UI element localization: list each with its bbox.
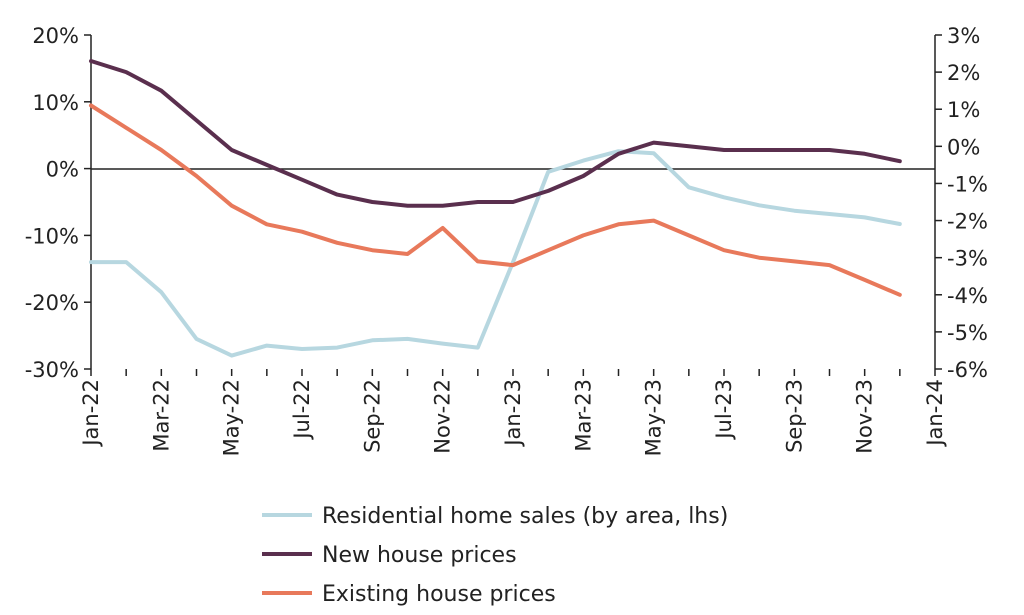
legend-label-2: Existing house prices — [322, 582, 556, 607]
right-y-tick-label: 3% — [947, 24, 980, 48]
left-y-tick-label: 0% — [46, 158, 79, 182]
right-y-tick-label: 2% — [947, 61, 980, 85]
left-y-tick-label: -10% — [25, 224, 79, 248]
x-tick-label: Nov-23 — [853, 379, 877, 454]
x-tick-label: Mar-22 — [149, 379, 173, 452]
right-y-tick-label: -3% — [947, 247, 988, 271]
right-y-tick-label: -5% — [947, 321, 988, 345]
x-tick-label: Jul-23 — [712, 379, 736, 441]
x-tick-label: May-22 — [220, 379, 244, 456]
right-y-tick-label: -1% — [947, 172, 988, 196]
series-line-0 — [89, 149, 902, 358]
left-y-tick-label: -20% — [25, 291, 79, 315]
x-tick-label: May-23 — [642, 379, 666, 456]
x-tick-label: Jul-22 — [290, 379, 314, 441]
legend-label-0: Residential home sales (by area, lhs) — [322, 504, 728, 529]
series-lines — [89, 59, 902, 358]
series-line-1 — [89, 59, 902, 208]
axes: 20% 10% 0% -10% -20% -30% 3% 2% 1% 0% -1% -2% -3% -4%… — [25, 24, 988, 456]
right-y-tick-label: -2% — [947, 210, 988, 234]
x-tick-label: Jan-24 — [923, 379, 947, 448]
x-tick-label: Sep-22 — [360, 379, 384, 453]
x-tick-label: Mar-23 — [571, 379, 595, 452]
right-y-tick-label: -6% — [947, 358, 988, 382]
x-tick-label: Jan-23 — [501, 379, 525, 448]
left-y-tick-label: 20% — [32, 24, 79, 48]
right-y-tick-label: -4% — [947, 284, 988, 308]
right-y-tick-label: 0% — [947, 135, 980, 159]
right-y-tick-label: 1% — [947, 98, 980, 122]
legend: Residential home sales (by area, lhs) New… — [262, 504, 728, 607]
series-line-2 — [89, 103, 902, 297]
left-y-tick-label: 10% — [32, 91, 79, 115]
x-tick-label: Nov-22 — [431, 379, 455, 454]
left-y-tick-label: -30% — [25, 358, 79, 382]
x-tick-label: Jan-22 — [79, 379, 103, 448]
x-tick-label: Sep-23 — [782, 379, 806, 453]
legend-label-1: New house prices — [322, 543, 517, 568]
